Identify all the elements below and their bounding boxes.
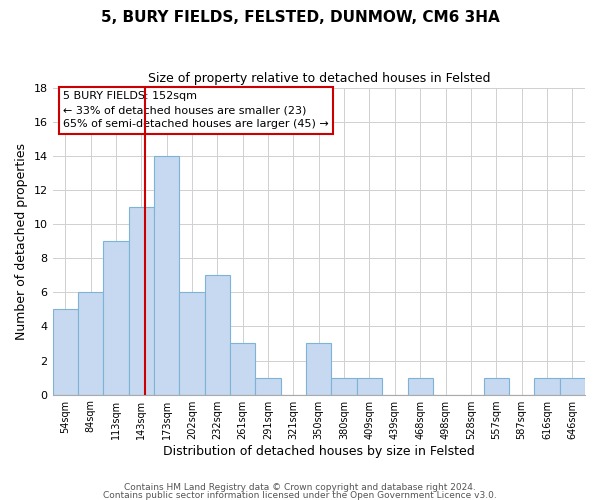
Bar xyxy=(53,310,78,394)
Bar xyxy=(205,276,230,394)
Bar xyxy=(256,378,281,394)
Bar xyxy=(407,378,433,394)
Bar xyxy=(357,378,382,394)
Bar xyxy=(78,292,103,394)
X-axis label: Distribution of detached houses by size in Felsted: Distribution of detached houses by size … xyxy=(163,444,475,458)
Text: 5 BURY FIELDS: 152sqm
← 33% of detached houses are smaller (23)
65% of semi-deta: 5 BURY FIELDS: 152sqm ← 33% of detached … xyxy=(63,91,329,129)
Title: Size of property relative to detached houses in Felsted: Size of property relative to detached ho… xyxy=(148,72,490,86)
Bar xyxy=(306,344,331,394)
Bar xyxy=(484,378,509,394)
Bar xyxy=(331,378,357,394)
Bar xyxy=(230,344,256,394)
Text: 5, BURY FIELDS, FELSTED, DUNMOW, CM6 3HA: 5, BURY FIELDS, FELSTED, DUNMOW, CM6 3HA xyxy=(101,10,499,25)
Text: Contains public sector information licensed under the Open Government Licence v3: Contains public sector information licen… xyxy=(103,490,497,500)
Bar xyxy=(128,208,154,394)
Bar xyxy=(154,156,179,394)
Bar xyxy=(103,242,128,394)
Y-axis label: Number of detached properties: Number of detached properties xyxy=(15,143,28,340)
Text: Contains HM Land Registry data © Crown copyright and database right 2024.: Contains HM Land Registry data © Crown c… xyxy=(124,484,476,492)
Bar xyxy=(560,378,585,394)
Bar xyxy=(534,378,560,394)
Bar xyxy=(179,292,205,394)
